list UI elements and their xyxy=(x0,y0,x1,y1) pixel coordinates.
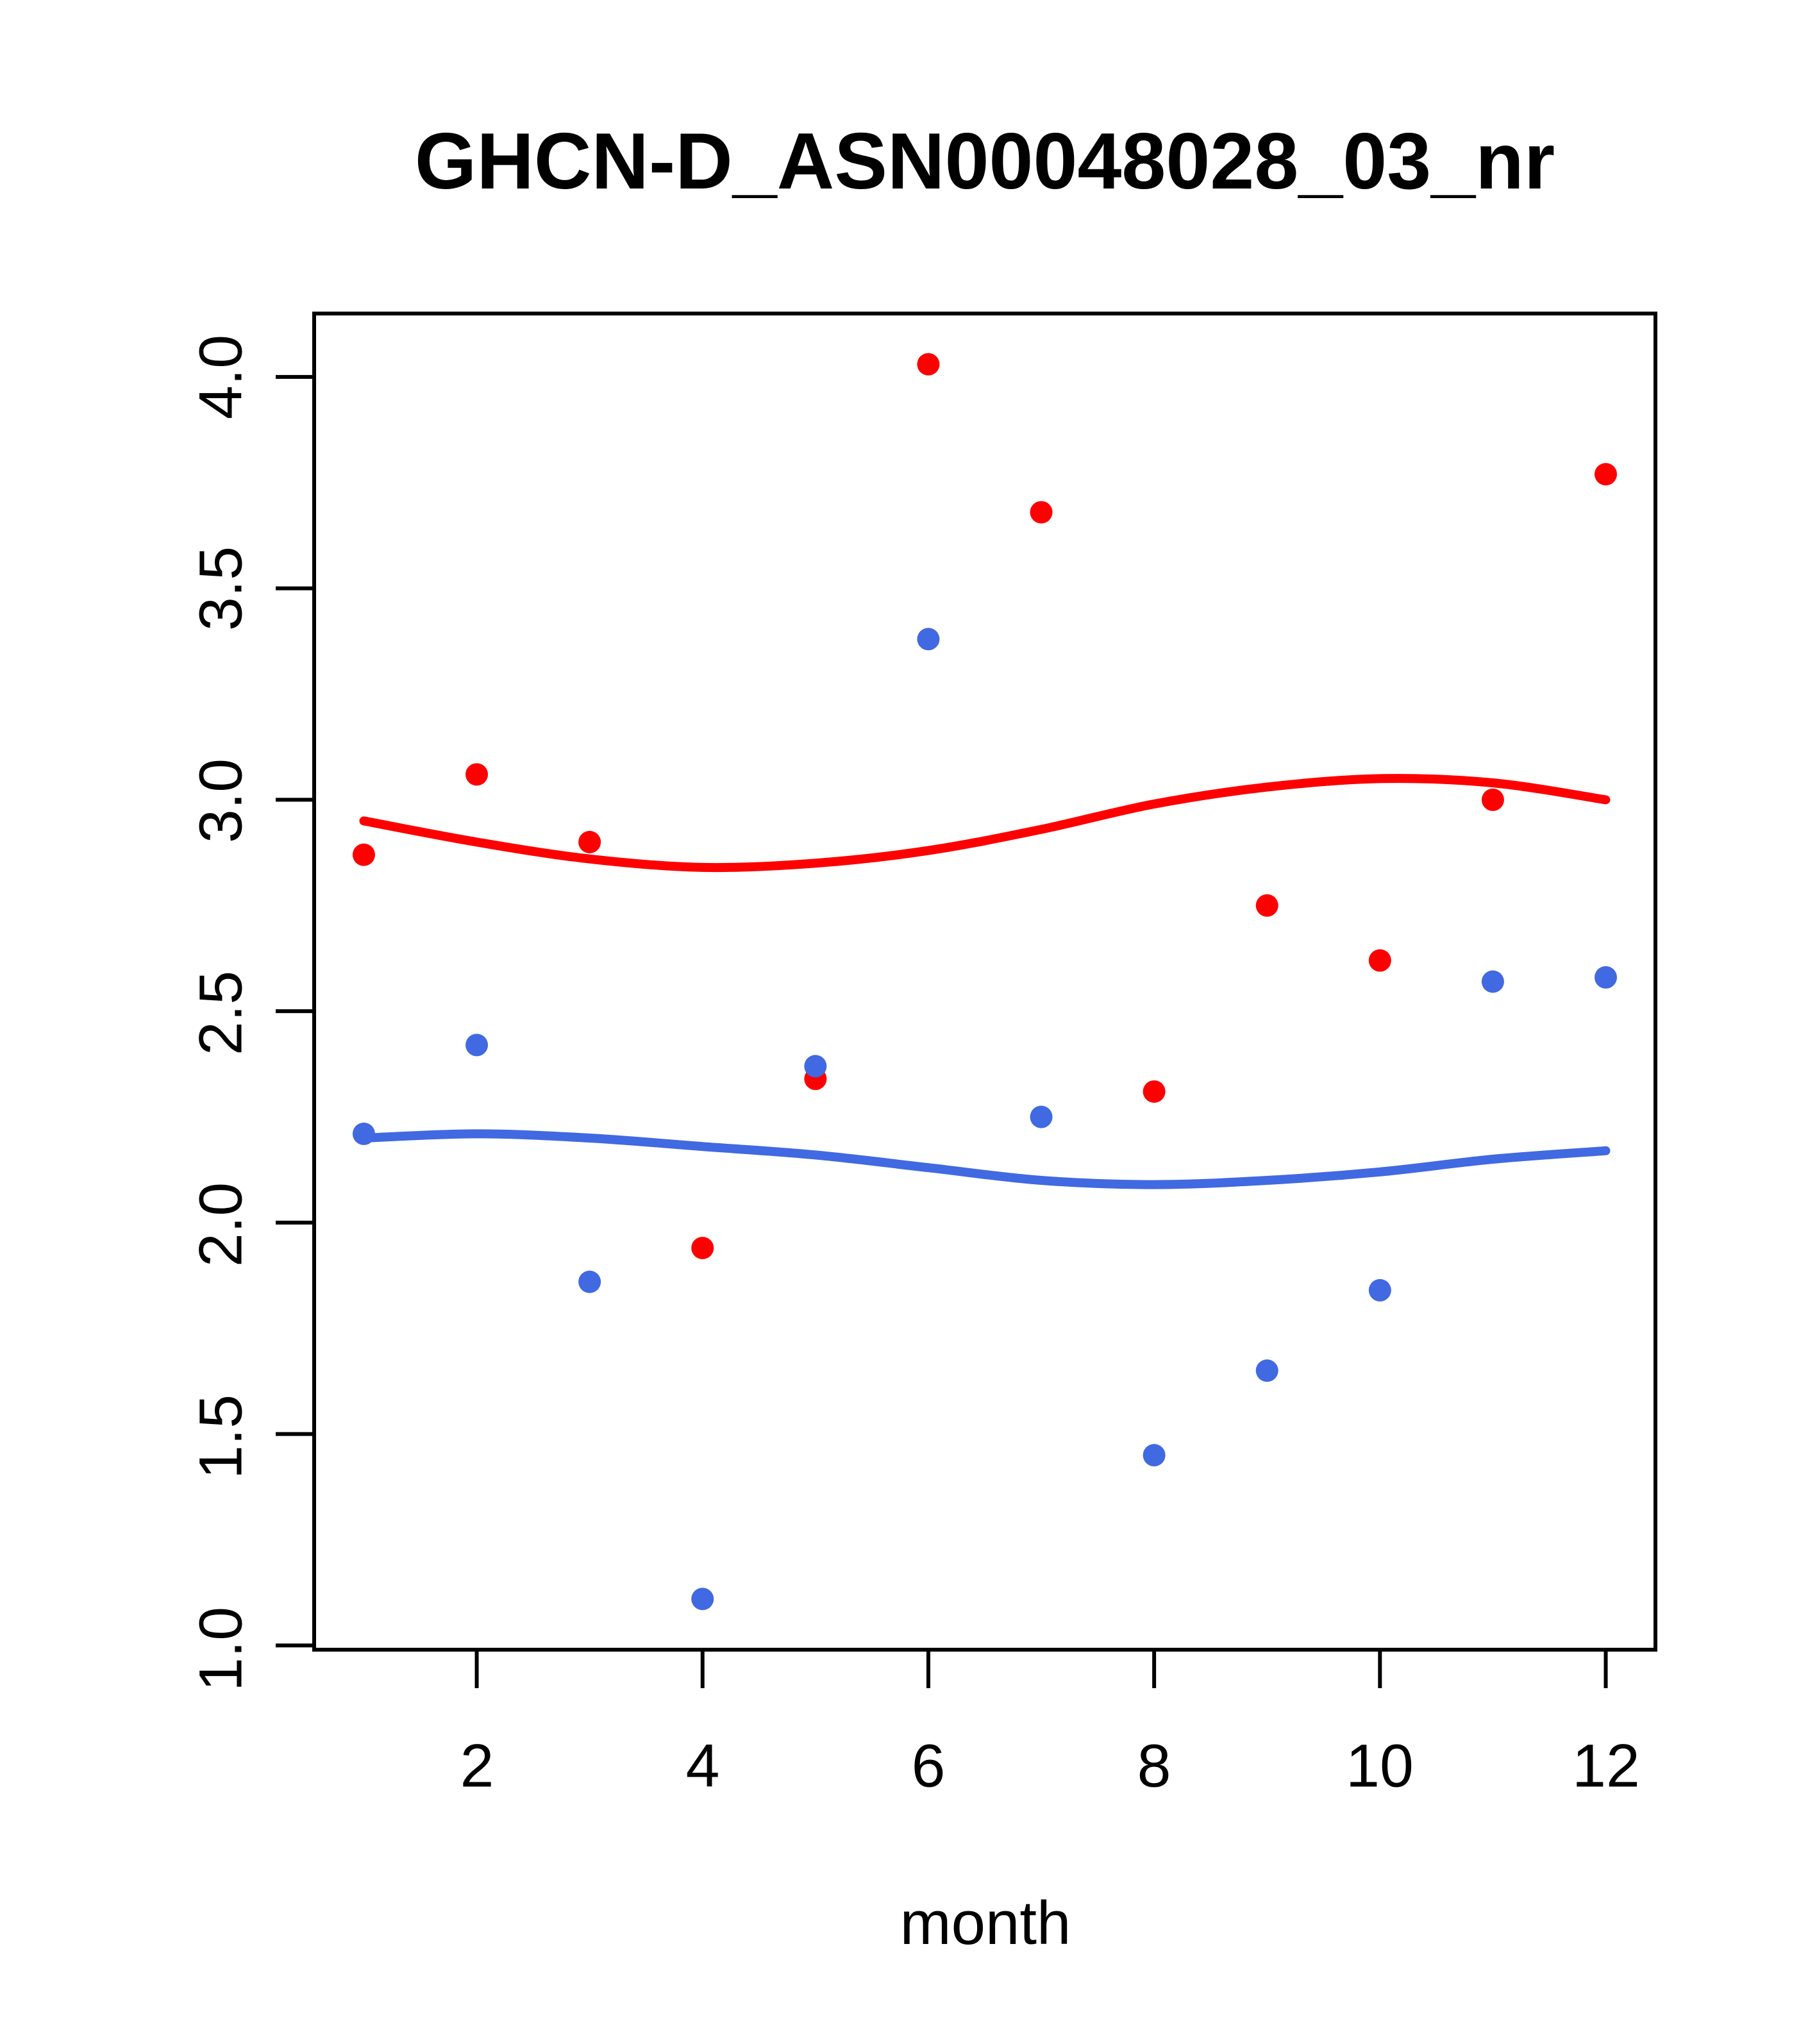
y-tick-label: 3.0 xyxy=(187,758,255,844)
blue-data-point xyxy=(1595,966,1618,989)
x-tick-label: 8 xyxy=(1137,1732,1171,1800)
red-data-point xyxy=(1143,1080,1166,1103)
red-data-point xyxy=(691,1236,714,1259)
y-tick-label: 1.0 xyxy=(187,1606,255,1692)
blue-data-point xyxy=(917,628,940,651)
y-tick-label: 2.5 xyxy=(187,970,255,1056)
x-tick-label: 6 xyxy=(911,1732,946,1800)
blue-data-point xyxy=(1255,1359,1278,1382)
red-data-point xyxy=(352,843,375,866)
red-data-point xyxy=(1030,501,1053,524)
blue-data-point xyxy=(1481,970,1504,993)
x-tick-label: 12 xyxy=(1572,1732,1640,1800)
red-data-point xyxy=(465,763,489,786)
red-data-point xyxy=(1368,949,1391,972)
x-axis-title: month xyxy=(900,1889,1071,1957)
chart-title: GHCN-D_ASN00048028_03_nr xyxy=(414,117,1555,206)
red-data-point xyxy=(917,353,940,376)
y-tick-label: 1.5 xyxy=(187,1394,255,1480)
red-data-point xyxy=(1481,788,1504,811)
red-data-point xyxy=(1255,894,1278,917)
y-tick-label: 2.0 xyxy=(187,1182,255,1268)
blue-smooth-line xyxy=(359,1129,1611,1189)
blue-data-point xyxy=(1368,1278,1391,1302)
red-data-point xyxy=(1595,463,1618,486)
blue-data-point xyxy=(1030,1105,1053,1128)
blue-data-point xyxy=(352,1122,375,1145)
blue-data-point xyxy=(465,1034,489,1057)
red-data-point xyxy=(578,830,601,853)
x-tick-label: 4 xyxy=(685,1732,720,1800)
blue-data-point xyxy=(1143,1444,1166,1467)
blue-data-point xyxy=(804,1055,827,1078)
plot-box xyxy=(312,312,1657,1652)
y-tick-label: 3.5 xyxy=(187,546,255,632)
blue-data-point xyxy=(578,1270,601,1293)
x-tick-label: 10 xyxy=(1346,1732,1414,1800)
blue-data-point xyxy=(691,1587,714,1611)
red-smooth-line xyxy=(359,774,1611,873)
y-tick-label: 4.0 xyxy=(187,334,255,420)
x-tick-label: 2 xyxy=(460,1732,494,1800)
